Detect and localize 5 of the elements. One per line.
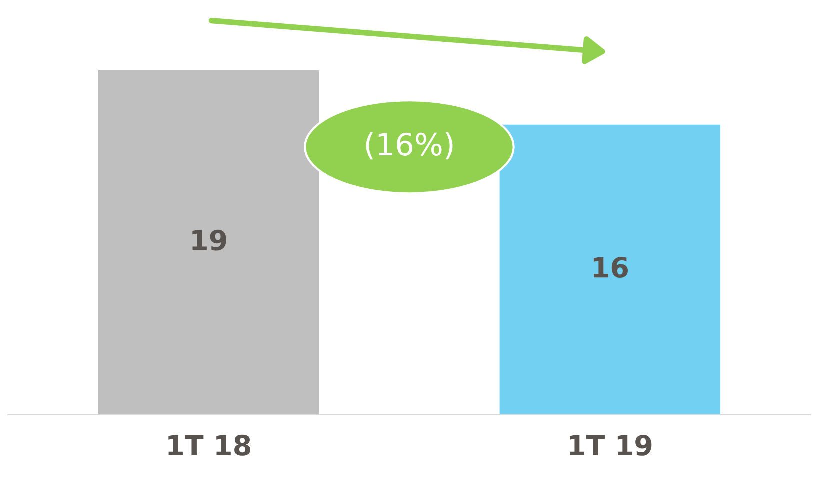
data-label: 19 — [192, 230, 226, 251]
x-tick-label: 1T 19 — [570, 434, 652, 456]
x-tick-label: 1T 18 — [168, 434, 250, 456]
annotation: (16%) — [366, 132, 453, 160]
data-label: 16 — [594, 257, 628, 278]
